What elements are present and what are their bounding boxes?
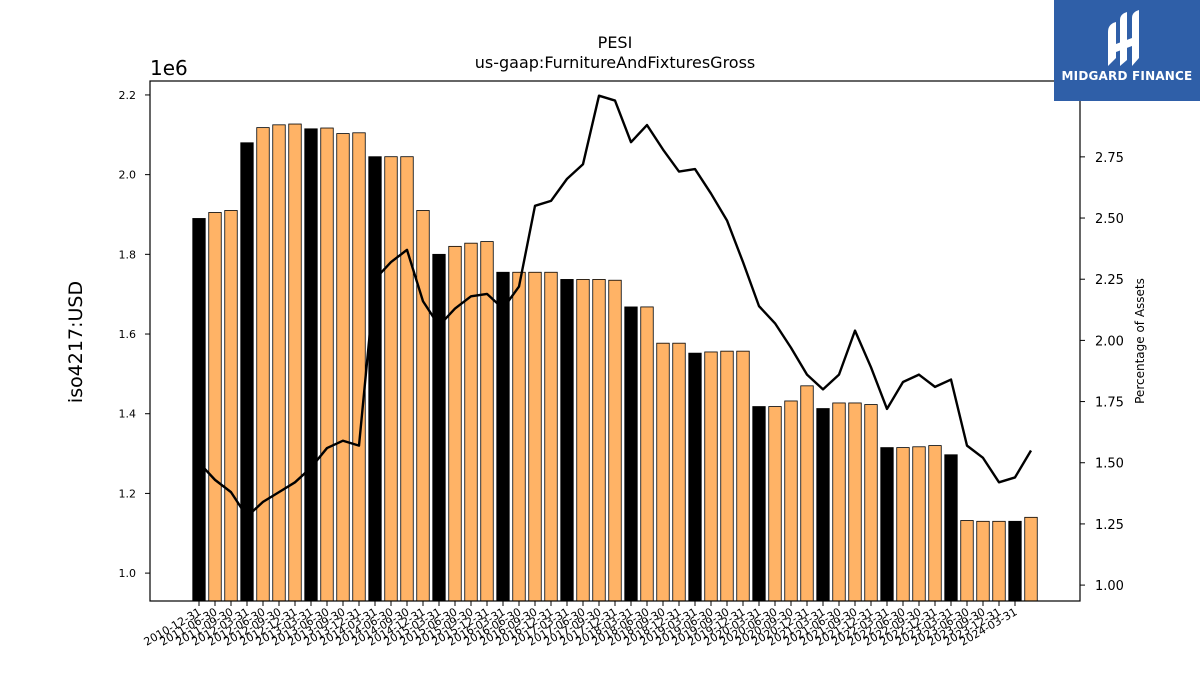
bar xyxy=(880,447,894,602)
bar xyxy=(592,279,606,602)
bar xyxy=(960,520,974,602)
bar xyxy=(720,350,734,602)
bar xyxy=(784,400,798,602)
y2-tick-label: 1.25 xyxy=(1095,518,1124,533)
bar xyxy=(448,245,462,602)
y-axis-scale-label: 1e6 xyxy=(150,56,188,80)
bar xyxy=(912,446,926,602)
bar xyxy=(432,253,446,602)
bar xyxy=(192,218,206,602)
bar xyxy=(368,156,382,602)
plot-frame xyxy=(149,80,1081,602)
y-tick-label: 1.2 xyxy=(119,487,137,500)
x-axis-ticks: 2010-12-312011-06-302011-09-302012-03-31… xyxy=(142,601,1020,649)
bar xyxy=(992,520,1006,602)
bar xyxy=(736,350,750,602)
bar xyxy=(528,271,542,602)
bar xyxy=(576,279,590,602)
bar xyxy=(256,127,270,602)
bar xyxy=(816,408,830,602)
y-tick-label: 2.0 xyxy=(119,169,137,182)
bar xyxy=(272,124,286,602)
bar xyxy=(336,133,350,602)
bar xyxy=(352,132,366,602)
y-tick-label: 1.0 xyxy=(119,567,137,580)
y2-tick-label: 1.00 xyxy=(1095,579,1124,594)
y2-tick-label: 2.75 xyxy=(1095,151,1124,166)
bar xyxy=(1024,516,1038,602)
y-tick-label: 1.6 xyxy=(119,328,137,341)
y-tick-label: 1.8 xyxy=(119,248,137,261)
logo-text: MIDGARD FINANCE xyxy=(1061,69,1193,83)
bar xyxy=(800,385,814,602)
y-axis-label: iso4217:USD xyxy=(65,281,87,403)
bar xyxy=(704,351,718,602)
bar xyxy=(656,342,670,602)
bar xyxy=(400,156,414,602)
bar xyxy=(896,447,910,602)
y2-axis-label: Percentage of Assets xyxy=(1133,278,1147,404)
chart-title: PESI xyxy=(598,33,633,52)
bar xyxy=(512,271,526,602)
bar xyxy=(1008,520,1022,602)
y2-tick-label: 2.00 xyxy=(1095,334,1124,349)
bar xyxy=(688,352,702,602)
y2-axis-ticks: 1.001.251.501.752.002.252.502.753.00 xyxy=(1080,90,1124,594)
bar xyxy=(208,212,222,602)
bar xyxy=(848,402,862,602)
bar xyxy=(944,454,958,602)
y2-tick-label: 2.25 xyxy=(1095,273,1124,288)
bar xyxy=(560,279,574,602)
midgard-logo-icon xyxy=(1108,10,1139,66)
bar xyxy=(496,271,510,602)
bar xyxy=(640,306,654,602)
bar xyxy=(832,402,846,602)
line-series-layer xyxy=(198,94,1033,518)
y-axis-ticks: 1.0 1.2 1.4 1.6 1.8 2.0 2.2 xyxy=(119,89,150,580)
y-tick-label: 2.2 xyxy=(119,89,137,102)
bar xyxy=(544,271,558,602)
percentage-of-assets-line xyxy=(198,94,1033,518)
bar xyxy=(304,128,318,602)
bar-series xyxy=(192,123,1038,602)
bar xyxy=(608,279,622,602)
bar xyxy=(976,520,990,602)
bar xyxy=(240,142,254,602)
bar xyxy=(384,156,398,602)
midgard-finance-logo: MIDGARD FINANCE xyxy=(1054,0,1200,101)
bar xyxy=(224,210,238,602)
y2-tick-label: 2.50 xyxy=(1095,212,1124,227)
y2-tick-label: 1.50 xyxy=(1095,457,1124,472)
y-tick-label: 1.4 xyxy=(119,408,137,421)
bar xyxy=(752,406,766,602)
bar xyxy=(320,127,334,602)
bar xyxy=(672,342,686,602)
bar xyxy=(624,306,638,602)
bar xyxy=(864,404,878,602)
chart-subtitle: us-gaap:FurnitureAndFixturesGross xyxy=(475,53,756,72)
y2-tick-label: 1.75 xyxy=(1095,396,1124,411)
bar xyxy=(416,210,430,602)
bar xyxy=(768,406,782,602)
bar xyxy=(288,123,302,602)
bar xyxy=(928,445,942,602)
